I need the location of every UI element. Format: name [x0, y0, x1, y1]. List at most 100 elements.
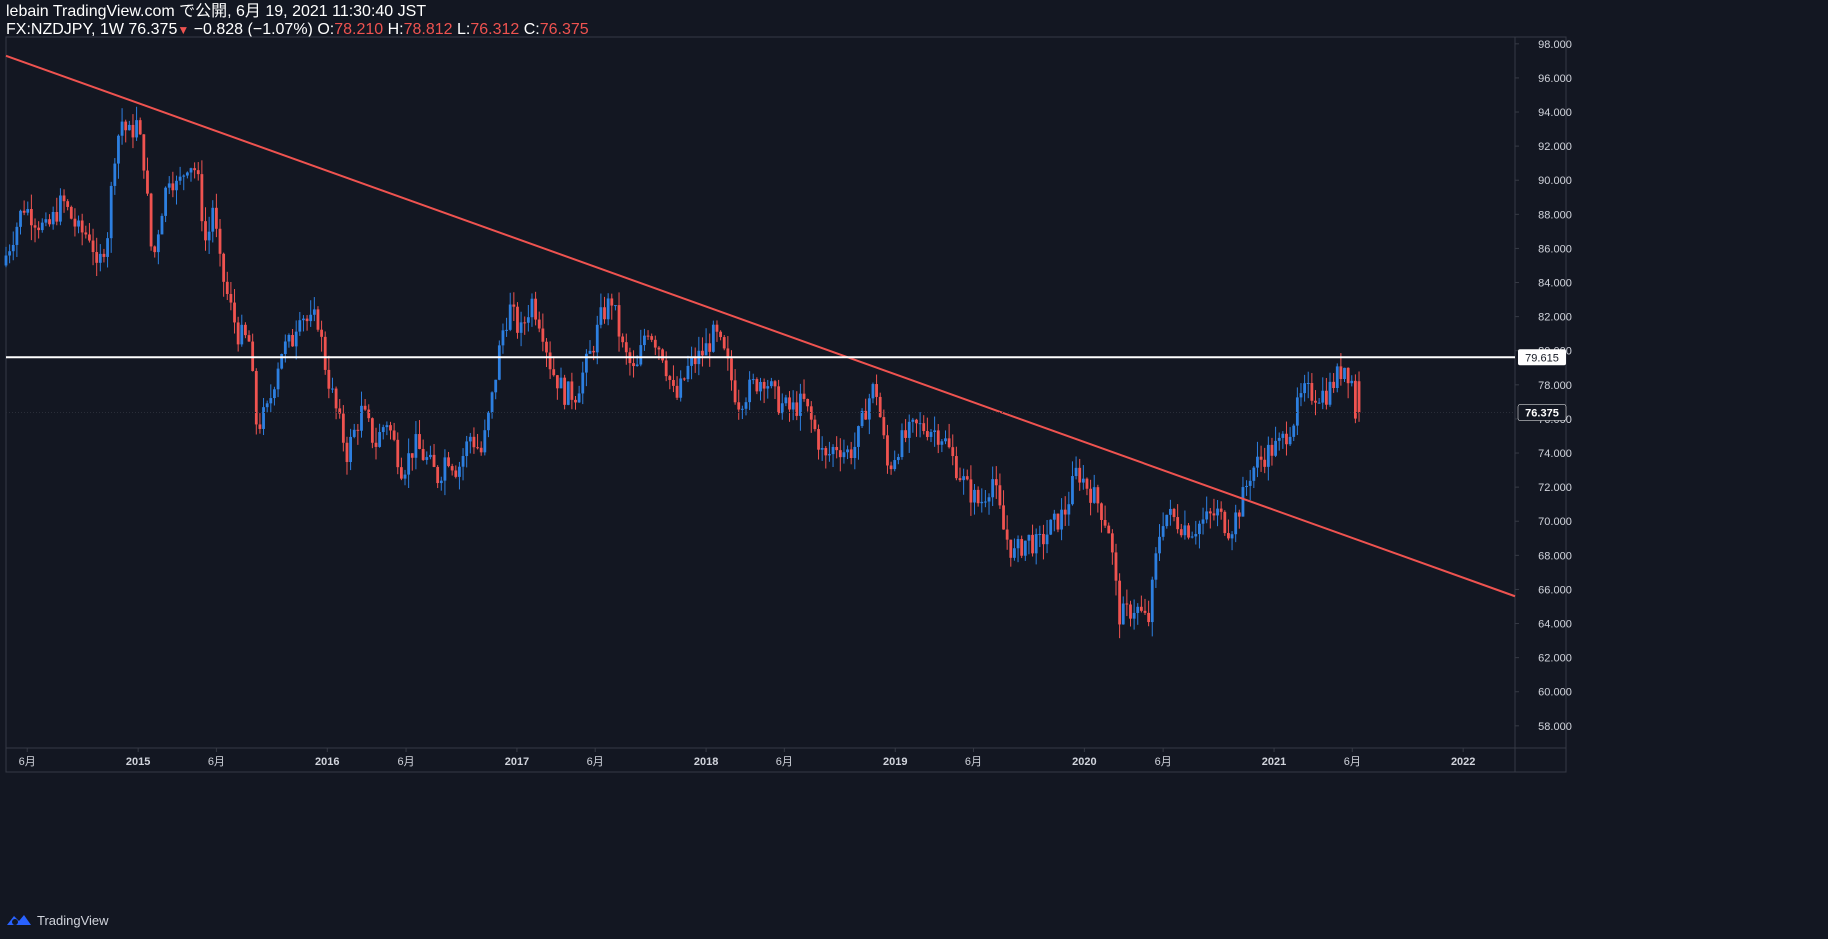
candle-body: [178, 176, 182, 181]
candle-body: [323, 336, 327, 370]
price-axis[interactable]: 98.000 96.000 94.000 92.000 90.000 88.000 86.0…: [1515, 39, 1572, 733]
candle: [1241, 476, 1245, 517]
candle-body: [1023, 540, 1027, 556]
candle: [302, 315, 305, 332]
candle-body: [751, 379, 755, 381]
candle-body: [429, 454, 432, 458]
candle: [512, 292, 516, 322]
candle-body: [1052, 513, 1056, 520]
candle-body: [831, 446, 835, 455]
candle-body: [265, 403, 269, 408]
candle: [639, 329, 643, 367]
candle: [871, 382, 875, 404]
candle-body: [262, 407, 265, 429]
candle-body: [933, 430, 937, 433]
candle-body: [236, 322, 240, 345]
candle: [207, 216, 211, 254]
candle-body: [120, 121, 124, 136]
candle: [962, 468, 966, 495]
candle: [436, 465, 440, 489]
candle: [185, 171, 189, 179]
candle-body: [614, 305, 617, 307]
price-tick-label: 84.000: [1538, 278, 1572, 290]
symbol-interval[interactable]: FX:NZDJPY, 1W: [6, 21, 124, 38]
candle-body: [744, 402, 748, 409]
candle: [106, 232, 109, 268]
time-axis[interactable]: 6月 2015 6月 2016 6月 2017 6月 2018 6月 2019 6月 2020 6月 20…: [19, 748, 1476, 768]
candle-body: [80, 220, 84, 233]
candle-body: [1183, 525, 1187, 536]
candle: [149, 192, 153, 251]
candle-body: [617, 305, 621, 337]
candle: [352, 423, 356, 439]
candle: [214, 193, 218, 238]
tradingview-branding[interactable]: TradingView: [6, 910, 109, 930]
trend-line[interactable]: [5, 54, 1516, 598]
candle: [911, 417, 915, 433]
candle-body: [632, 363, 635, 367]
candle: [516, 302, 519, 339]
candle-body: [1208, 511, 1212, 514]
candle: [1045, 519, 1049, 554]
candle: [672, 365, 675, 393]
candle-body: [153, 246, 157, 253]
candle-body: [185, 172, 189, 176]
candle-body: [940, 441, 944, 445]
candle: [1009, 539, 1013, 567]
candle-body: [251, 341, 255, 372]
candle: [138, 117, 142, 135]
candle: [345, 436, 349, 475]
candle-body: [1092, 487, 1096, 503]
candle: [432, 444, 436, 468]
candle: [280, 353, 284, 370]
candle: [120, 108, 124, 145]
candle-body: [283, 341, 287, 354]
candle-body: [95, 252, 99, 263]
candle-body: [875, 384, 878, 397]
candle-body: [1346, 367, 1350, 384]
price-tick-label: 86.000: [1538, 243, 1572, 255]
candle: [1292, 423, 1296, 442]
candle-body: [1016, 539, 1020, 549]
hline-tag-bg: [1518, 349, 1566, 366]
candle: [37, 221, 41, 239]
candle: [1161, 512, 1165, 541]
candle: [127, 120, 131, 131]
candle: [1027, 534, 1031, 555]
candle: [472, 427, 476, 454]
candle: [900, 423, 904, 460]
candle-body: [497, 345, 501, 380]
candle-body: [534, 298, 538, 320]
candle: [668, 374, 672, 390]
candle: [1353, 374, 1357, 424]
candle-body: [726, 348, 730, 359]
candle-body: [436, 466, 440, 484]
candle: [791, 390, 795, 421]
candle-body: [1107, 525, 1111, 534]
candle: [1285, 421, 1288, 456]
candle-body: [443, 457, 447, 481]
candle-body: [410, 453, 414, 458]
candle-body: [374, 442, 378, 447]
candle: [316, 306, 320, 332]
candle: [828, 441, 831, 462]
candle: [29, 194, 33, 241]
candle-body: [280, 353, 284, 369]
candle-body: [969, 479, 973, 503]
candle-body: [1176, 517, 1180, 530]
candle-body: [1078, 467, 1082, 483]
candle: [1281, 431, 1285, 449]
candle-body: [621, 336, 625, 343]
horizontal-line-price-tag: 79.615: [1518, 349, 1566, 366]
candle: [102, 248, 106, 263]
candle-body: [1223, 511, 1227, 534]
candle-body: [1038, 533, 1042, 535]
price-tick-label: 72.000: [1538, 482, 1572, 494]
candle-body: [980, 501, 984, 504]
candle: [146, 157, 149, 196]
candle-body: [1056, 513, 1060, 530]
candle-body: [196, 170, 200, 175]
candle-body: [1230, 534, 1234, 539]
down-arrow-icon: ▼: [177, 23, 190, 37]
